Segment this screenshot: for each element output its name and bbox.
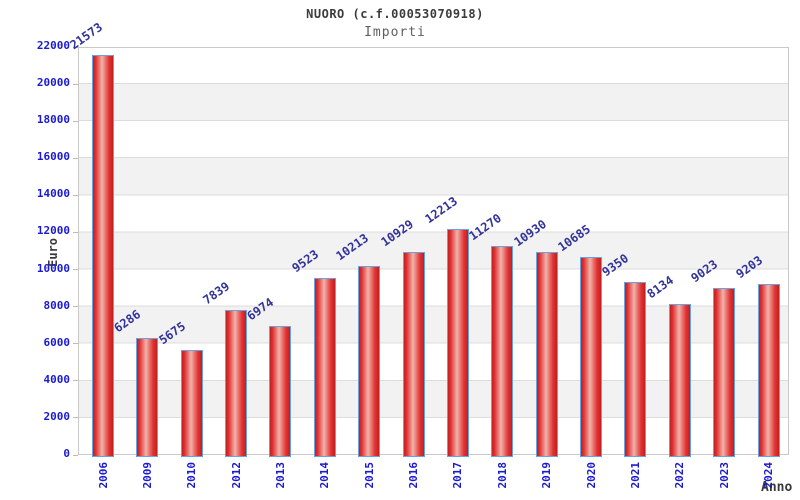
bar — [269, 325, 292, 457]
x-tick-label: 2006 — [96, 462, 110, 489]
y-tick-mark — [73, 343, 78, 345]
x-tick-label: 2013 — [273, 462, 287, 489]
bar — [491, 245, 514, 457]
y-tick-label: 16000 — [36, 150, 70, 164]
x-tick-label: 2018 — [495, 462, 509, 489]
y-tick-label: 14000 — [36, 187, 70, 201]
x-tick-label: 2022 — [673, 462, 687, 489]
x-tick-label: 2015 — [362, 462, 376, 489]
bar — [535, 252, 558, 457]
y-tick-mark — [73, 194, 78, 196]
x-tick-label: 2023 — [717, 462, 731, 489]
chart-title: NUORO (c.f.00053070918) — [306, 7, 484, 21]
bar — [446, 228, 469, 457]
y-tick-label: 8000 — [43, 298, 71, 312]
y-tick-label: 4000 — [43, 372, 71, 386]
bar — [757, 284, 780, 457]
y-tick-label: 0 — [63, 447, 70, 460]
bar — [92, 54, 114, 457]
y-tick-mark — [73, 269, 78, 271]
y-tick-mark — [73, 380, 78, 382]
chart-subtitle: Importi — [364, 25, 426, 40]
x-tick-label: 2019 — [540, 462, 554, 489]
x-tick-label: 2014 — [318, 462, 332, 489]
y-tick-label: 6000 — [43, 335, 71, 349]
x-tick-label: 2024 — [762, 462, 775, 489]
bar — [624, 281, 647, 457]
y-tick-mark — [73, 120, 78, 122]
x-tick-label: 2012 — [229, 462, 243, 489]
x-tick-label: 2016 — [407, 462, 421, 489]
y-tick-mark — [73, 83, 78, 85]
bar — [713, 287, 736, 457]
x-tick-label: 2017 — [451, 462, 465, 489]
bar — [180, 349, 203, 457]
bar — [668, 304, 691, 457]
x-tick-label: 2020 — [584, 462, 598, 489]
x-tick-label: 2021 — [628, 462, 642, 489]
y-tick-label: 20000 — [36, 76, 70, 90]
y-tick-mark — [73, 454, 78, 456]
x-axis-title: Anno — [761, 480, 793, 495]
y-tick-label: 10000 — [36, 261, 70, 275]
x-tick-label: 2010 — [185, 462, 199, 489]
y-tick-label: 12000 — [36, 224, 70, 238]
y-tick-label: 2000 — [43, 409, 71, 423]
y-tick-mark — [73, 46, 78, 48]
y-tick-label: 22000 — [36, 39, 70, 52]
y-tick-mark — [73, 417, 78, 419]
bar — [580, 256, 603, 457]
y-tick-mark — [73, 306, 78, 308]
bar — [136, 338, 159, 457]
y-tick-label: 18000 — [36, 113, 70, 127]
bar — [402, 252, 425, 457]
bar — [358, 265, 381, 457]
bar — [313, 278, 336, 457]
y-tick-mark — [73, 231, 78, 233]
y-tick-mark — [73, 157, 78, 159]
x-tick-label: 2009 — [140, 462, 154, 489]
bar — [225, 309, 248, 457]
